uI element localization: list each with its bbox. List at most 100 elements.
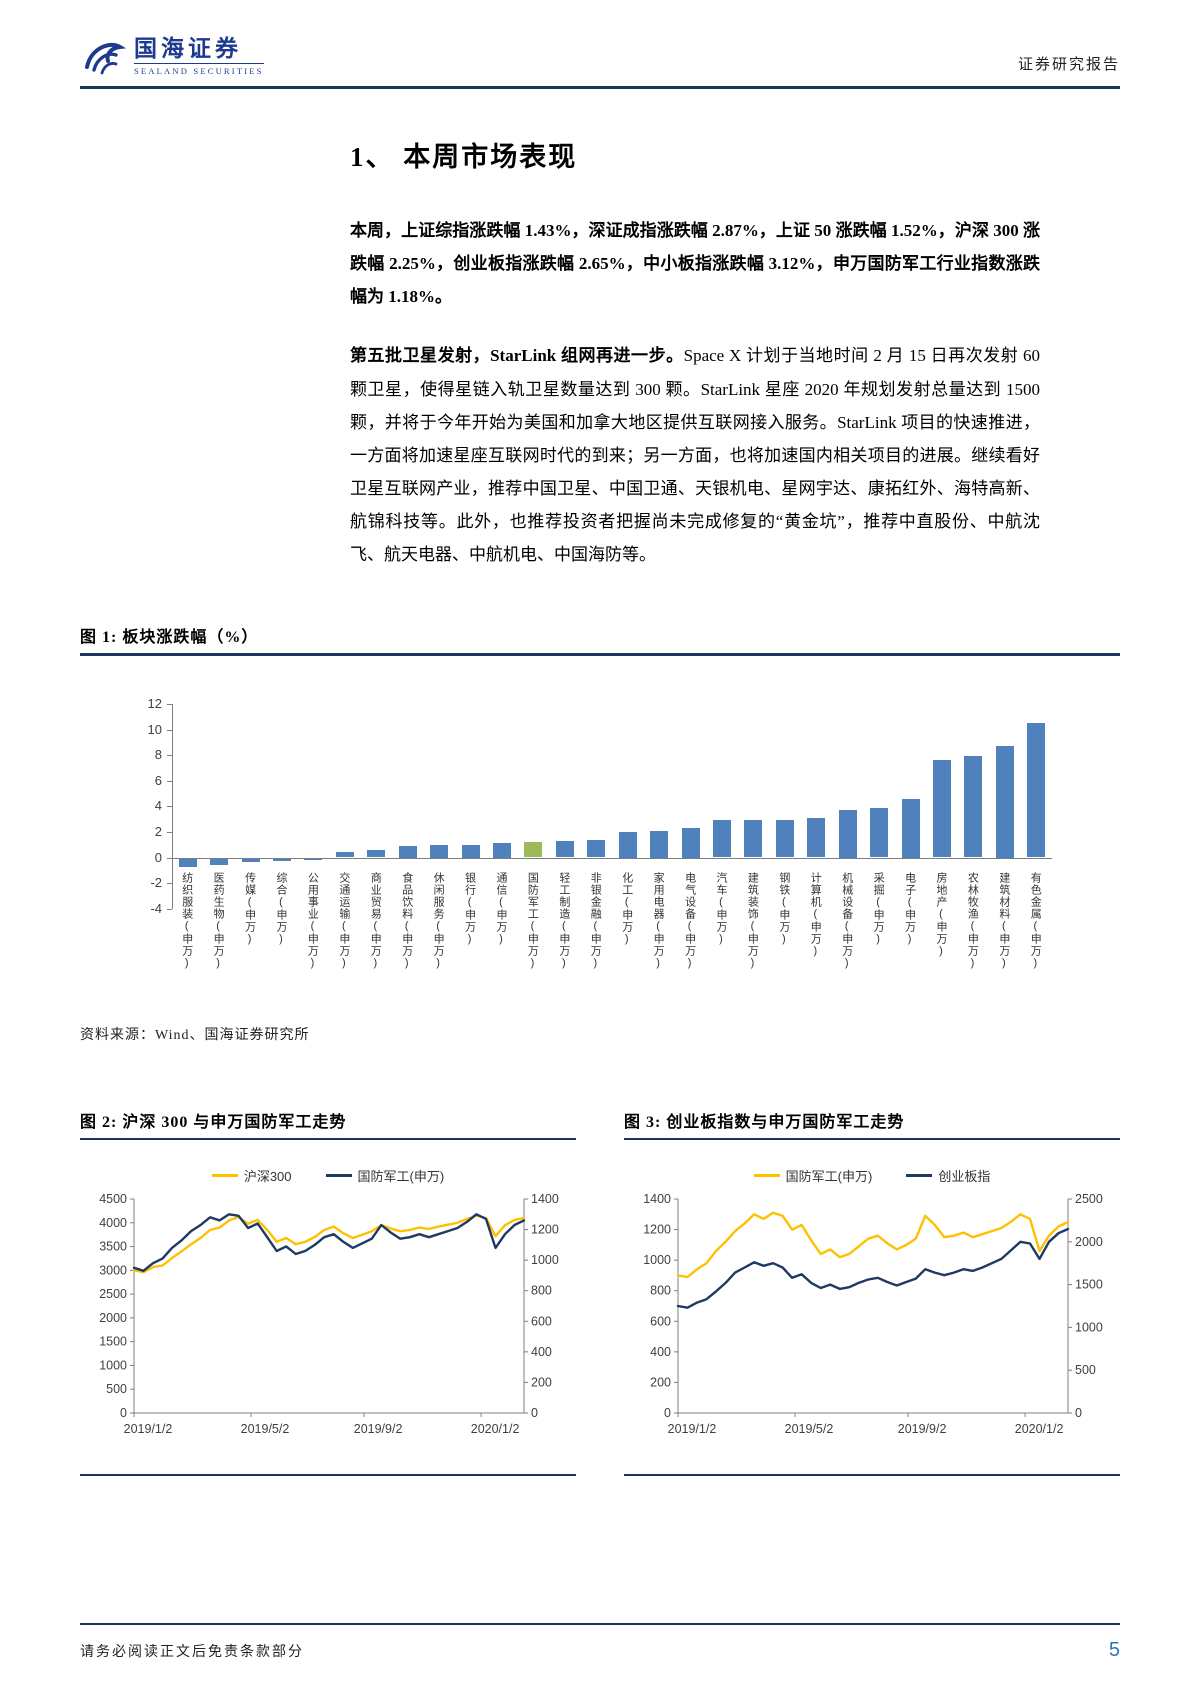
figure-2-bottom-rule xyxy=(80,1474,576,1476)
bar-category-label: 家用电器(申万) xyxy=(652,871,665,970)
bar xyxy=(744,820,763,858)
svg-text:1200: 1200 xyxy=(531,1223,559,1237)
figure-1-caption: 图 1: 板块涨跌幅（%） xyxy=(80,629,259,647)
report-body: 1、 本周市场表现 本周，上证综指涨跌幅 1.43%，深证成指涨跌幅 2.87%… xyxy=(350,135,1040,597)
legend-label: 创业板指 xyxy=(938,1169,991,1185)
svg-text:1000: 1000 xyxy=(531,1254,559,1268)
bar-category-label: 国防军工(申万) xyxy=(526,871,539,970)
bar-chart-zero-line xyxy=(172,857,1052,859)
bar-category-label: 交通运输(申万) xyxy=(337,871,350,970)
bar-chart-y-tick xyxy=(167,908,172,910)
figure-1-rule xyxy=(80,653,1120,656)
bar-chart-y-tick-label: 4 xyxy=(154,798,162,814)
figure-2: 图 2: 沪深 300 与申万国防军工走势 沪深300 国防军工(申万) 0 500 1… xyxy=(80,1108,576,1476)
bar-chart-y-tick-label: 6 xyxy=(154,772,162,788)
line-chart-svg: 0 200 400 600 800 1000 1200 1400 0 500 1000 1500 200… xyxy=(643,1192,1103,1436)
svg-text:0: 0 xyxy=(120,1406,127,1420)
bar xyxy=(838,810,857,858)
sealand-logo-icon xyxy=(80,34,126,78)
figure-2-caption: 图 2: 沪深 300 与申万国防军工走势 xyxy=(80,1113,347,1131)
bar xyxy=(555,840,574,858)
svg-text:4000: 4000 xyxy=(99,1216,127,1230)
svg-text:1500: 1500 xyxy=(1075,1278,1103,1292)
svg-text:400: 400 xyxy=(531,1345,552,1359)
legend-label: 沪深300 xyxy=(243,1169,292,1185)
legend-item: 国防军工(申万) xyxy=(325,1166,444,1185)
bar-chart-y-tick xyxy=(167,831,172,833)
bar-chart-y-tick-label: 8 xyxy=(154,747,162,763)
figure-1-source: 资料来源：Wind、国海证券研究所 xyxy=(80,1027,310,1043)
bar-category-label: 钢铁(申万) xyxy=(777,871,790,946)
bar xyxy=(870,807,889,858)
svg-text:600: 600 xyxy=(531,1315,552,1329)
legend-item: 国防军工(申万) xyxy=(753,1166,872,1185)
bar-category-label: 化工(申万) xyxy=(620,871,633,946)
svg-text:1400: 1400 xyxy=(531,1192,559,1206)
bar-category-label: 采掘(申万) xyxy=(872,871,885,946)
svg-text:2019/9/2: 2019/9/2 xyxy=(354,1422,403,1436)
svg-text:400: 400 xyxy=(650,1345,671,1359)
svg-text:1000: 1000 xyxy=(1075,1321,1103,1335)
bar xyxy=(178,858,197,868)
series-line xyxy=(676,1228,1070,1310)
bar xyxy=(335,852,354,858)
svg-text:2020/1/2: 2020/1/2 xyxy=(1015,1422,1064,1436)
svg-text:200: 200 xyxy=(531,1376,552,1390)
series-line xyxy=(132,1213,526,1273)
paragraph-starlink-lead: 第五批卫星发射，StarLink 组网再进一步。 xyxy=(350,346,684,366)
footer-disclaimer: 请务必阅读正文后免责条款部分 xyxy=(80,1644,304,1660)
bar-category-label: 建筑材料(申万) xyxy=(997,871,1010,970)
bar xyxy=(807,817,826,858)
svg-text:2019/5/2: 2019/5/2 xyxy=(241,1422,290,1436)
figure-3-caption: 图 3: 创业板指数与申万国防军工走势 xyxy=(624,1113,905,1131)
header-rule xyxy=(80,86,1120,89)
bar-category-label: 农林牧渔(申万) xyxy=(966,871,979,970)
bar-chart-y-tick-label: 12 xyxy=(147,695,162,711)
bar-category-label: 商业贸易(申万) xyxy=(369,871,382,970)
bar-chart-y-tick-label: -2 xyxy=(150,875,162,891)
paragraph-market-summary: 本周，上证综指涨跌幅 1.43%，深证成指涨跌幅 2.87%，上证 50 涨跌幅… xyxy=(350,221,1040,307)
bar-category-label: 计算机(申万) xyxy=(809,871,822,958)
figure-2-rule xyxy=(80,1137,576,1141)
paragraph-starlink-body: Space X 计划于当地时间 2 月 15 日再次发射 60 颗卫星，使得星链… xyxy=(350,346,1040,565)
bar xyxy=(964,756,983,858)
bar xyxy=(775,820,794,858)
bar-category-label: 食品饮料(申万) xyxy=(400,871,413,970)
svg-text:1000: 1000 xyxy=(643,1254,671,1268)
svg-text:200: 200 xyxy=(650,1376,671,1390)
bar xyxy=(901,798,920,858)
bar-category-label: 传媒(申万) xyxy=(243,871,256,946)
figure-1: 图 1: 板块涨跌幅（%） 12 10 8 6 4 2 0 -2 -4 纺织服装(申万) 医药生物(… xyxy=(80,623,1120,1044)
svg-text:500: 500 xyxy=(106,1383,127,1397)
bar xyxy=(493,843,511,858)
brand: 国海证券 SEALAND SECURITIES xyxy=(80,34,264,78)
bar-highlight-defense xyxy=(524,842,543,858)
bar-chart-y-tick xyxy=(167,729,172,731)
legend-swatch xyxy=(325,1174,352,1178)
svg-text:2000: 2000 xyxy=(1075,1235,1103,1249)
svg-text:2500: 2500 xyxy=(1075,1192,1103,1206)
svg-text:0: 0 xyxy=(664,1406,671,1420)
bar-category-label: 有色金属(申万) xyxy=(1029,871,1042,970)
svg-text:3500: 3500 xyxy=(99,1240,127,1254)
bar-category-label: 通信(申万) xyxy=(495,871,507,946)
paragraph-starlink: 第五批卫星发射，StarLink 组网再进一步。Space X 计划于当地时间 … xyxy=(350,339,1040,571)
bar-category-label: 公用事业(申万) xyxy=(306,871,319,970)
bar-chart-y-axis xyxy=(172,703,173,909)
bar xyxy=(713,820,731,858)
brand-text: 国海证券 SEALAND SECURITIES xyxy=(134,36,264,76)
report-type-label: 证券研究报告 xyxy=(1017,57,1120,73)
chart-legend: 沪深300 国防军工(申万) xyxy=(80,1166,576,1185)
svg-text:2019/9/2: 2019/9/2 xyxy=(898,1422,947,1436)
svg-text:500: 500 xyxy=(1075,1364,1096,1378)
bar-chart-y-tick xyxy=(167,755,172,757)
bar-category-label: 电子(申万) xyxy=(903,871,916,946)
bar-chart-y-tick-label: -4 xyxy=(150,900,162,916)
svg-text:2019/5/2: 2019/5/2 xyxy=(785,1422,834,1436)
bar-chart-y-tick-label: 10 xyxy=(147,721,162,737)
section-title: 1、 本周市场表现 xyxy=(350,142,578,172)
figure-row: 图 2: 沪深 300 与申万国防军工走势 沪深300 国防军工(申万) 0 500 1… xyxy=(80,1108,1120,1476)
bar-category-label: 轻工制造(申万) xyxy=(557,871,570,970)
bar-category-label: 机械设备(申万) xyxy=(840,871,853,970)
